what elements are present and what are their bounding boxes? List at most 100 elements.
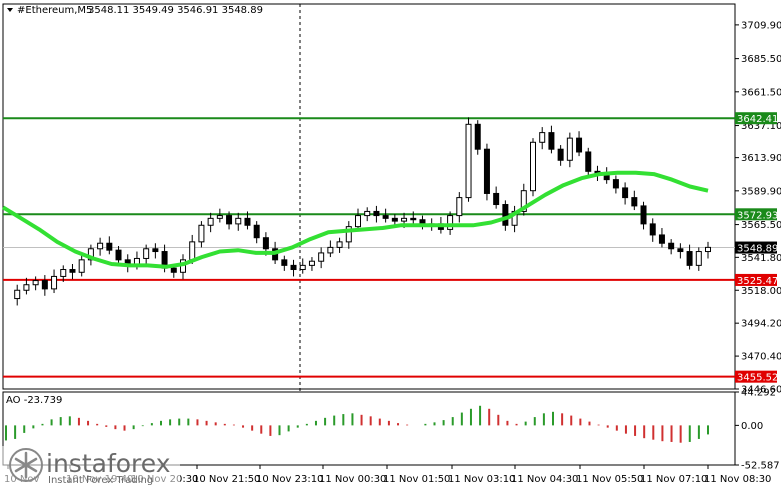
candle-body xyxy=(253,224,260,239)
time-tick-label: 11 Nov 07:10 xyxy=(640,474,707,485)
level-tag-label: 3525.47 xyxy=(737,276,778,287)
time-tick-label: 11 Nov 03:10 xyxy=(448,474,515,485)
candle-body xyxy=(530,141,536,192)
level-tag-label: 3455.52 xyxy=(737,373,778,384)
candle-body xyxy=(649,223,656,236)
candle-body xyxy=(207,217,214,226)
candles xyxy=(14,117,711,306)
ao-tick-label: 0.00 xyxy=(741,421,763,432)
candle-body xyxy=(640,205,647,225)
chart-header: #Ethereum,M5 3548.11 3549.49 3546.91 354… xyxy=(7,5,263,16)
candle-body xyxy=(686,251,693,266)
candle-body xyxy=(60,269,67,277)
price-tick-label: 3470.40 xyxy=(741,352,781,363)
price-tick-label: 3661.50 xyxy=(741,87,781,98)
level-tag-bg xyxy=(735,370,777,383)
candle-body xyxy=(189,241,196,261)
instaforex-logo-icon xyxy=(9,448,43,482)
candle-body xyxy=(612,179,619,189)
candle-body xyxy=(262,237,269,250)
candle-body xyxy=(32,280,39,286)
ao-axis: 44.292 0.00 -52.587 xyxy=(735,388,780,472)
candle-body xyxy=(576,137,583,153)
candle-body xyxy=(566,137,573,161)
candle-body xyxy=(520,190,527,212)
price-tick-label: 3589.90 xyxy=(741,186,781,197)
candle-body xyxy=(152,248,159,253)
candle-body xyxy=(170,267,177,273)
watermark-brand: instaforex xyxy=(46,449,171,478)
candle-body xyxy=(115,249,122,261)
candle-body xyxy=(290,264,297,271)
ao-label: AO -23.739 xyxy=(6,395,62,406)
symbol-label: #Ethereum,M5 xyxy=(17,5,92,16)
price-tick-label: 3494.20 xyxy=(741,319,781,330)
candle-body xyxy=(216,215,223,219)
main-chart-frame xyxy=(2,3,736,465)
candle-body xyxy=(382,215,389,219)
candle-body xyxy=(14,289,21,300)
current-price-tag-label: 3548.89 xyxy=(737,244,778,255)
ao-tick-label: -52.587 xyxy=(741,461,780,472)
candle-body xyxy=(143,248,150,259)
candle-body xyxy=(474,123,481,150)
price-axis: 3709.90 3685.50 3661.50 3637.10 3613.90 3589.… xyxy=(735,20,781,396)
time-tick-label: 10 Nov 23:10 xyxy=(256,474,323,485)
candle-body xyxy=(705,246,711,253)
watermark-subtitle: Instant Forex Trading xyxy=(48,475,153,486)
candle-body xyxy=(51,275,58,290)
price-tick-label: 3637.10 xyxy=(741,121,781,132)
candle-body xyxy=(548,132,555,150)
candle-body xyxy=(355,215,361,228)
candle-body xyxy=(244,217,251,226)
current-price-tag-bg xyxy=(735,241,777,254)
candle-body xyxy=(373,210,380,217)
main-plot-area xyxy=(2,3,736,390)
time-tick-label: 11 Nov 08:30 xyxy=(704,474,771,485)
level-tag-label: 3572.93 xyxy=(737,210,778,221)
watermark: instaforex Instant Forex Trading xyxy=(2,446,180,486)
price-tick-label: 3565.50 xyxy=(741,220,781,231)
collapse-arrow-icon[interactable] xyxy=(7,8,13,12)
candle-body xyxy=(401,217,408,222)
time-tick-label: 10 Nov 21:50 xyxy=(193,474,260,485)
candle-body xyxy=(465,123,472,199)
candle-body xyxy=(308,260,315,266)
time-tick-label: 11 Nov 05:50 xyxy=(576,474,643,485)
candle-body xyxy=(668,242,675,250)
candle-body xyxy=(585,151,592,172)
price-tick-label: 3709.90 xyxy=(741,20,781,31)
candle-body xyxy=(327,246,334,254)
candle-body xyxy=(281,259,288,266)
candle-body xyxy=(23,284,30,291)
price-tick-label: 3613.90 xyxy=(741,153,781,164)
candle-body xyxy=(695,251,702,266)
level-tag-bg xyxy=(735,112,777,125)
time-tick-label: 11 Nov 04:30 xyxy=(511,474,578,485)
ao-tick-label: 44.292 xyxy=(741,388,776,399)
candle-body xyxy=(106,242,113,251)
time-tick-label: 11 Nov 00:30 xyxy=(319,474,386,485)
candle-body xyxy=(622,187,629,199)
candle-body xyxy=(502,204,509,226)
candle-body xyxy=(391,217,398,222)
candle-body xyxy=(235,217,242,225)
candle-body xyxy=(483,148,490,194)
level-tag-bg xyxy=(735,208,777,221)
candle-body xyxy=(447,215,454,230)
candle-body xyxy=(345,226,352,243)
price-tick-label: 3541.80 xyxy=(741,253,781,264)
level-tag-bg xyxy=(735,273,777,286)
time-tick-label: 11 Nov 01:50 xyxy=(383,474,450,485)
candle-body xyxy=(658,234,665,244)
price-tick-label: 3685.50 xyxy=(741,54,781,65)
candle-body xyxy=(456,197,463,217)
candle-body xyxy=(226,215,233,225)
candle-body xyxy=(539,132,546,143)
level-tag-label: 3642.41 xyxy=(737,114,778,125)
candle-body xyxy=(631,197,638,207)
ohlc-label: 3548.11 3549.49 3546.91 3548.89 xyxy=(88,5,263,16)
candle-body xyxy=(336,241,343,248)
candle-body xyxy=(493,192,500,206)
